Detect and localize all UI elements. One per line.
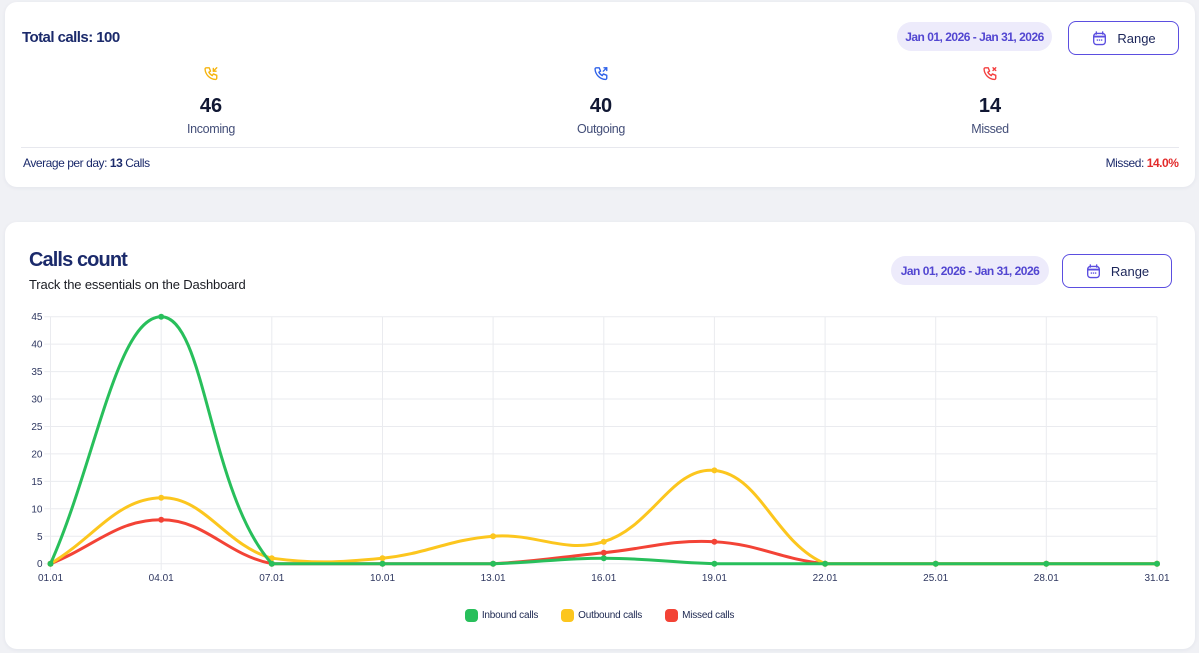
svg-text:10.01: 10.01 [370,573,395,584]
svg-text:16.01: 16.01 [591,573,616,584]
svg-text:19.01: 19.01 [702,573,727,584]
svg-text:5: 5 [37,532,43,543]
svg-text:28.01: 28.01 [1034,573,1059,584]
svg-text:25.01: 25.01 [923,573,948,584]
svg-text:07.01: 07.01 [259,573,284,584]
svg-text:15: 15 [31,477,43,488]
svg-text:22.01: 22.01 [813,573,838,584]
svg-text:31.01: 31.01 [1144,573,1169,584]
svg-text:45: 45 [31,312,43,323]
svg-text:40: 40 [31,340,43,351]
svg-text:04.01: 04.01 [149,573,174,584]
svg-text:0: 0 [37,559,43,570]
svg-text:20: 20 [31,449,43,460]
svg-text:25: 25 [31,422,43,433]
svg-text:13.01: 13.01 [481,573,506,584]
svg-text:35: 35 [31,367,43,378]
svg-text:01.01: 01.01 [38,573,63,584]
svg-text:30: 30 [31,395,43,406]
svg-text:10: 10 [31,504,43,515]
